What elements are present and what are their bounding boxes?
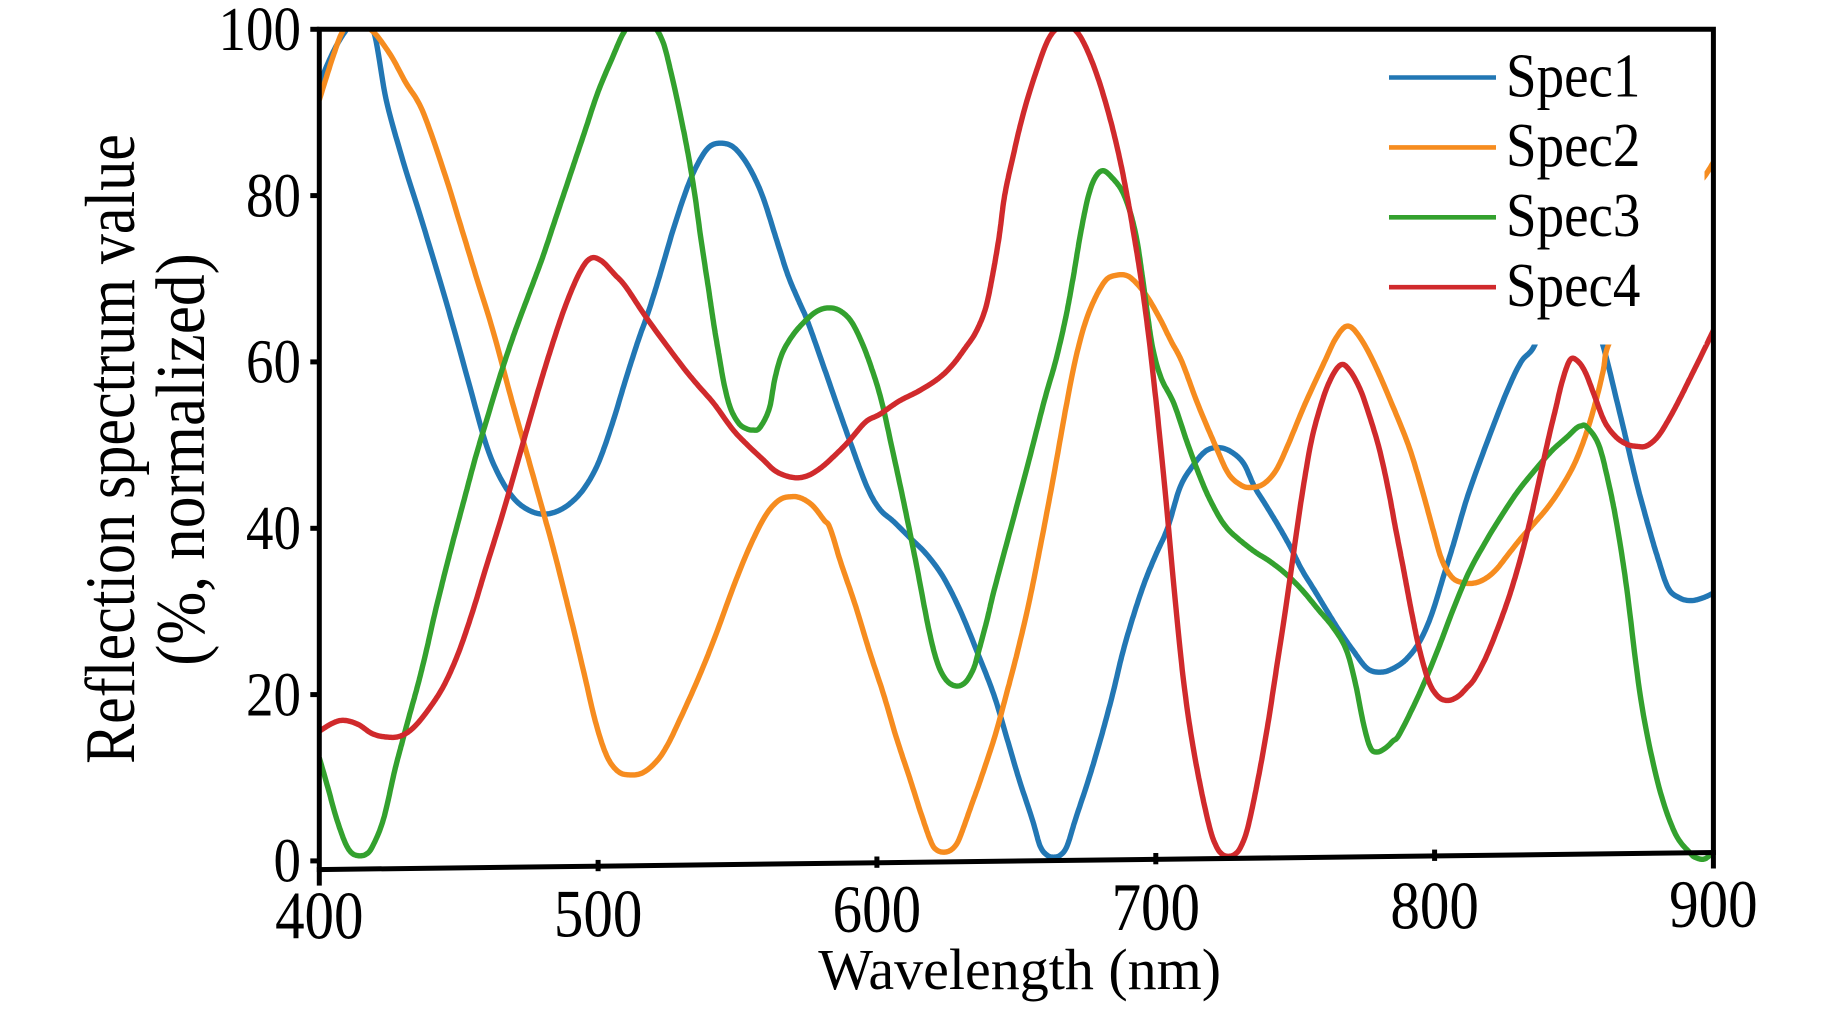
svg-text:60: 60 bbox=[246, 327, 301, 396]
svg-text:Spec4: Spec4 bbox=[1506, 250, 1640, 320]
svg-text:700: 700 bbox=[1112, 869, 1200, 945]
svg-text:800: 800 bbox=[1390, 868, 1478, 944]
svg-text:80: 80 bbox=[246, 161, 301, 230]
svg-text:500: 500 bbox=[554, 876, 642, 952]
svg-text:Spec3: Spec3 bbox=[1506, 180, 1640, 250]
svg-text:400: 400 bbox=[275, 878, 363, 954]
svg-text:900: 900 bbox=[1669, 866, 1757, 942]
svg-text:0: 0 bbox=[273, 826, 301, 895]
svg-text:Reflection spectrum value: Reflection spectrum value bbox=[73, 134, 151, 764]
svg-text:Spec2: Spec2 bbox=[1506, 110, 1640, 180]
svg-text:(%, normalized): (%, normalized) bbox=[143, 253, 219, 666]
svg-text:100: 100 bbox=[219, 0, 301, 64]
svg-text:Wavelength (nm): Wavelength (nm) bbox=[818, 937, 1221, 1002]
svg-text:600: 600 bbox=[833, 871, 921, 947]
svg-text:Spec1: Spec1 bbox=[1506, 40, 1640, 110]
svg-text:20: 20 bbox=[246, 660, 301, 729]
svg-text:40: 40 bbox=[246, 494, 301, 563]
